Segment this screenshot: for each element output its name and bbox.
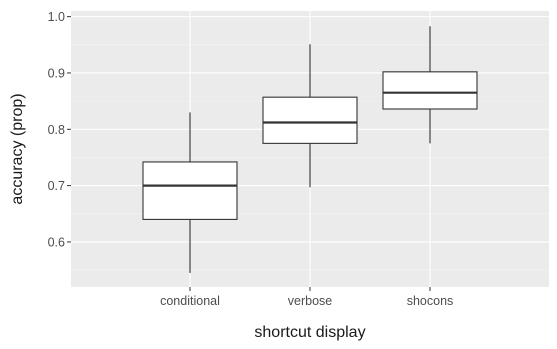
y-tick-label: 0.7	[48, 179, 65, 193]
y-tick-label: 0.6	[48, 235, 65, 249]
box-iqr	[382, 71, 478, 110]
x-tick-label: conditional	[160, 294, 220, 308]
x-tick-label: shocons	[407, 294, 454, 308]
box-shocons	[382, 26, 478, 144]
y-tick-label: 0.9	[48, 66, 65, 80]
x-tick-label: verbose	[288, 294, 333, 308]
box-conditional	[142, 112, 238, 273]
box-iqr	[142, 161, 238, 220]
box-verbose	[262, 44, 358, 188]
box-iqr	[262, 96, 358, 144]
x-axis-title: shortcut display	[254, 324, 365, 341]
y-tick-label: 0.8	[48, 123, 65, 137]
boxes	[142, 26, 478, 273]
y-axis-title: accuracy (prop)	[9, 93, 26, 204]
y-tick-label: 1.0	[48, 10, 65, 24]
y-axis-ticks: 0.6 0.7 0.8 0.9 1.0	[48, 10, 71, 249]
x-axis-ticks: conditional verbose shocons	[160, 287, 453, 308]
